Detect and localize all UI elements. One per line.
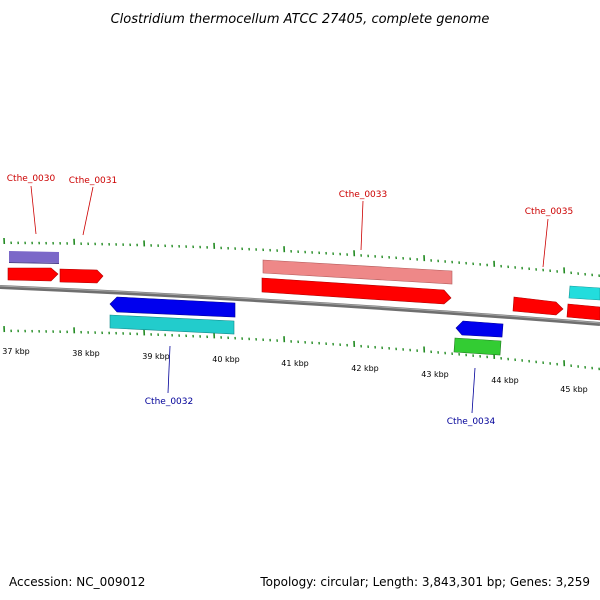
- genome-backbone: [0, 285, 600, 326]
- leader-line-cthe-0034: [471, 367, 476, 414]
- map-title: Clostridium thermocellum ATCC 27405, com…: [111, 12, 490, 27]
- kbp-label: 42 kbp: [351, 364, 379, 373]
- kbp-labels: 37 kbp 38 kbp 39 kbp 40 kbp 41 kbp 42 kb…: [2, 347, 588, 394]
- gene-label-cthe-0033: Cthe_0033: [339, 190, 387, 200]
- kbp-label: 39 kbp: [142, 352, 170, 361]
- inner-tick-ring: [3, 326, 600, 371]
- feature-cthe-0035-cds: [512, 296, 564, 316]
- outer-tick-ring: [3, 237, 600, 278]
- feature-cthe-0034-cds: [455, 320, 504, 338]
- kbp-label: 37 kbp: [2, 347, 30, 356]
- kbp-label: 40 kbp: [212, 355, 240, 364]
- kbp-label: 45 kbp: [560, 385, 588, 394]
- feature-cthe-0034-other: [453, 337, 502, 356]
- leader-line-cthe-0035: [542, 218, 549, 268]
- kbp-label: 43 kbp: [421, 370, 449, 379]
- gene-label-cthe-0035: Cthe_0035: [525, 207, 573, 217]
- kbp-label: 38 kbp: [72, 349, 100, 358]
- feature-cthe-0033-cds: [261, 277, 452, 305]
- gene-label-cthe-0034: Cthe_0034: [447, 417, 496, 427]
- gene-label-cthe-0032: Cthe_0032: [145, 397, 193, 407]
- feature-cthe-0032-gene: [109, 314, 235, 335]
- leader-line-cthe-0033: [360, 200, 364, 251]
- kbp-label: 41 kbp: [281, 359, 309, 368]
- kbp-label: 44 kbp: [491, 376, 519, 385]
- feature-cthe-0030-cds: [7, 267, 59, 282]
- label-leader-lines: [30, 185, 549, 414]
- leader-line-cthe-0032: [167, 345, 171, 394]
- feature-cthe-0033-gene: [262, 259, 453, 285]
- gene-labels: Cthe_0030 Cthe_0031 Cthe_0033 Cthe_0035 …: [7, 174, 573, 427]
- gene-label-cthe-0031: Cthe_0031: [69, 176, 117, 186]
- genome-backbone-highlight: [0, 285, 600, 324]
- feature-right-edge-gene: [568, 285, 600, 301]
- leader-line-cthe-0031: [82, 186, 94, 236]
- accession-text: Accession: NC_009012: [9, 575, 145, 589]
- feature-cthe-0032-cds: [109, 296, 236, 318]
- reverse-strand-features: [109, 296, 504, 356]
- feature-cthe-0030-other-shade: [9, 262, 59, 264]
- forward-strand-features: [7, 251, 600, 321]
- feature-right-edge-cds: [566, 303, 600, 321]
- gene-label-cthe-0030: Cthe_0030: [7, 174, 56, 184]
- feature-cthe-0030-other: [9, 251, 59, 263]
- genome-summary-text: Topology: circular; Length: 3,843,301 bp…: [259, 575, 590, 589]
- feature-cthe-0031-cds: [59, 268, 104, 284]
- leader-line-cthe-0030: [30, 185, 37, 235]
